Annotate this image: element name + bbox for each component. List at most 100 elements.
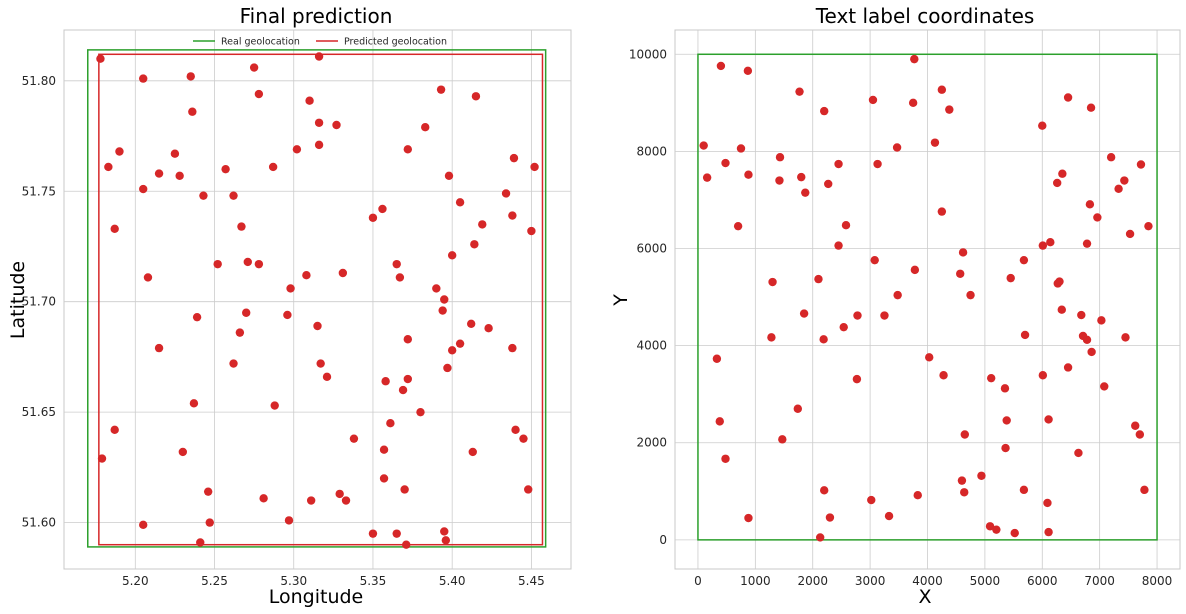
data-point [768, 277, 777, 287]
y-tick-label: 51.75 [22, 184, 56, 198]
y-axis-label: Latitude [7, 261, 29, 339]
data-point [715, 417, 724, 426]
data-point [841, 221, 851, 230]
data-point [712, 354, 722, 363]
data-point [432, 284, 441, 293]
data-point [509, 153, 519, 163]
data-point [466, 319, 476, 328]
data-point [958, 248, 968, 257]
y-tick-label: 51.65 [22, 405, 56, 419]
x-axis-label: Longitude [269, 586, 364, 608]
data-point [170, 149, 180, 158]
data-point [1125, 229, 1135, 239]
x-axis-label: X [918, 586, 931, 608]
data-point [524, 485, 533, 494]
x-tick-label: 5.45 [518, 574, 545, 588]
data-point [1074, 448, 1083, 458]
y-tick-label: 51.60 [22, 516, 56, 530]
data-point [292, 145, 302, 154]
data-point [1135, 430, 1145, 439]
x-tick-labels: 0 1000 2000 3000 4000 5000 6000 7000 8000 [694, 574, 1172, 588]
final-prediction-chart: Final prediction 5.20 5.25 5.30 5.35 5.40 5.4… [7, 4, 572, 608]
data-point [440, 527, 449, 536]
data-point [203, 487, 213, 496]
data-point [530, 162, 539, 172]
x-tick-label: 5000 [970, 574, 1001, 588]
data-point [416, 407, 425, 417]
data-point [154, 169, 164, 178]
data-point [939, 371, 948, 380]
y-tick-label: 0 [659, 533, 667, 547]
data-point [880, 311, 889, 320]
data-point [908, 98, 918, 108]
data-point [799, 309, 809, 318]
data-point [104, 162, 113, 172]
data-point [853, 311, 862, 320]
data-point [1058, 169, 1067, 178]
data-point [436, 85, 446, 94]
data-point [1006, 273, 1015, 283]
data-point [97, 454, 107, 463]
data-point [392, 259, 401, 269]
data-point [254, 259, 264, 269]
data-point [381, 377, 390, 386]
data-point [421, 122, 430, 132]
data-point [139, 74, 148, 83]
data-point [286, 284, 295, 293]
data-point [368, 213, 378, 222]
data-point [1052, 178, 1062, 188]
data-point [189, 399, 199, 408]
data-point [1100, 382, 1109, 391]
data-point [444, 171, 454, 180]
data-point [1019, 255, 1029, 265]
y-tick-label: 6000 [636, 242, 667, 256]
data-point [221, 164, 230, 174]
data-point [335, 489, 344, 499]
data-point [1121, 333, 1130, 342]
data-point [824, 179, 833, 189]
data-point [270, 401, 279, 410]
data-point [956, 269, 965, 278]
x-tick-label: 4000 [912, 574, 943, 588]
data-point [702, 173, 712, 182]
x-tick-label: 6000 [1027, 574, 1058, 588]
data-point [1000, 384, 1010, 393]
data-point [1077, 310, 1086, 320]
real-geolocation-box [87, 49, 547, 548]
data-point [892, 143, 902, 152]
y-axis-label: Y [610, 294, 632, 307]
data-point [447, 251, 457, 260]
data-point [1020, 330, 1030, 340]
data-points [96, 52, 539, 549]
data-point [470, 240, 479, 249]
data-point [338, 268, 348, 278]
data-point [447, 346, 457, 355]
data-point [1093, 213, 1102, 222]
data-point [511, 425, 520, 435]
grid [64, 30, 571, 569]
data-point [767, 333, 776, 342]
data-point [992, 525, 1001, 534]
data-point [839, 322, 848, 332]
data-point [235, 328, 245, 337]
data-point [400, 485, 409, 494]
y-tick-label: 4000 [636, 339, 667, 353]
data-point [243, 257, 252, 267]
predicted-geolocation-box [98, 53, 544, 546]
data-point [1010, 528, 1019, 538]
data-point [386, 419, 395, 428]
data-point [867, 495, 876, 505]
data-point [229, 359, 238, 368]
y-tick-label: 51.80 [22, 74, 56, 88]
data-point [795, 87, 804, 96]
data-point [455, 339, 465, 348]
data-point [443, 363, 452, 373]
data-point [793, 404, 803, 413]
data-point [403, 374, 413, 384]
x-tick-label: 3000 [855, 574, 886, 588]
data-point [441, 536, 451, 545]
data-point [1044, 527, 1053, 537]
data-point [868, 95, 878, 105]
data-point [1038, 371, 1048, 380]
